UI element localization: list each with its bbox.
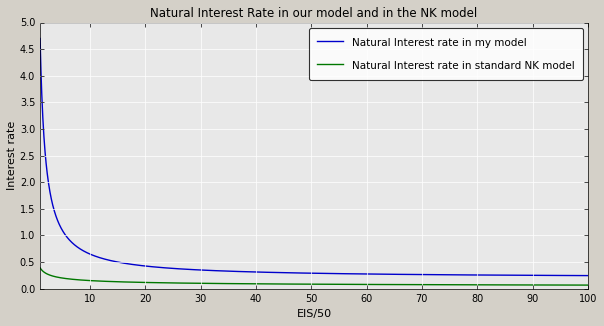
Natural Interest rate in my model	[568, 274, 576, 277]
Natural Interest rate in standard NK model	[568, 283, 576, 287]
Natural Interest rate in my model	[467, 273, 475, 277]
Legend: Natural Interest rate in my model, Natural Interest rate in standard NK model: Natural Interest rate in my model, Natur…	[309, 28, 583, 80]
Natural Interest rate in my model	[584, 274, 591, 277]
Natural Interest rate in my model	[288, 271, 295, 275]
Natural Interest rate in standard NK model	[288, 282, 295, 286]
Natural Interest rate in my model	[36, 37, 43, 40]
Line: Natural Interest rate in my model: Natural Interest rate in my model	[40, 38, 588, 275]
Natural Interest rate in standard NK model	[467, 283, 475, 287]
Natural Interest rate in my model	[568, 274, 576, 277]
Natural Interest rate in standard NK model	[584, 283, 591, 287]
Natural Interest rate in standard NK model	[65, 277, 72, 281]
Natural Interest rate in standard NK model	[36, 266, 43, 270]
Natural Interest rate in standard NK model	[303, 282, 310, 286]
Line: Natural Interest rate in standard NK model: Natural Interest rate in standard NK mod…	[40, 268, 588, 285]
Natural Interest rate in my model	[65, 236, 72, 240]
Title: Natural Interest Rate in our model and in the NK model: Natural Interest Rate in our model and i…	[150, 7, 478, 20]
X-axis label: EIS/50: EIS/50	[297, 309, 332, 319]
Natural Interest rate in my model	[303, 271, 310, 275]
Natural Interest rate in standard NK model	[568, 283, 576, 287]
Y-axis label: Interest rate: Interest rate	[7, 121, 17, 190]
